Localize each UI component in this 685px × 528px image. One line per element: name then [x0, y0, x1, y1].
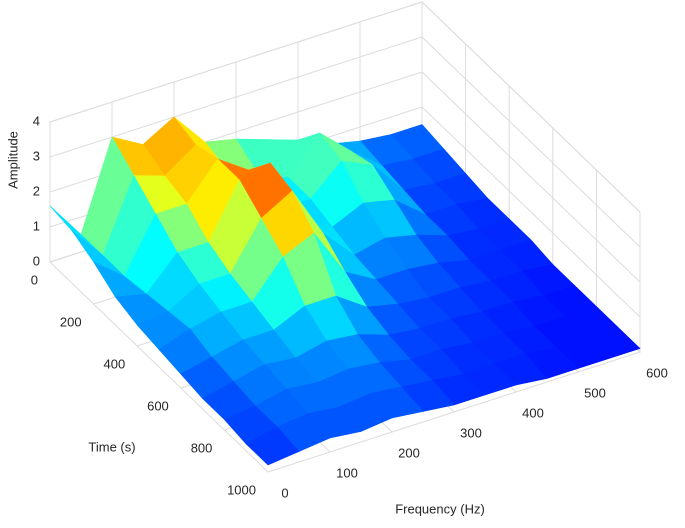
z-tick-label: 0	[33, 253, 40, 268]
x-tick-label: 600	[646, 365, 668, 380]
x-axis-label: Frequency (Hz)	[395, 501, 485, 516]
x-tick-label: 300	[460, 425, 482, 440]
x-tick-label: 100	[336, 465, 358, 480]
y-tick-label: 200	[60, 314, 82, 329]
z-tick-label: 1	[33, 218, 40, 233]
x-tick-label: 400	[522, 405, 544, 420]
surface-cell	[245, 426, 300, 466]
y-tick-label: 0	[31, 272, 38, 287]
y-tick-label: 1000	[227, 482, 256, 497]
y-axis-label: Time (s)	[88, 439, 135, 454]
y-tick-label: 400	[103, 356, 125, 371]
x-tick-label: 500	[584, 385, 606, 400]
z-tick-label: 3	[33, 148, 40, 163]
x-tick-label: 200	[398, 445, 420, 460]
grid-line	[49, 1, 641, 213]
y-tick-label: 800	[191, 440, 213, 455]
y-tick-label: 600	[147, 398, 169, 413]
z-axis-label: Amplitude	[5, 131, 20, 189]
z-tick-label: 4	[33, 113, 40, 128]
z-tick-label: 2	[33, 183, 40, 198]
x-tick-label: 0	[281, 485, 288, 500]
